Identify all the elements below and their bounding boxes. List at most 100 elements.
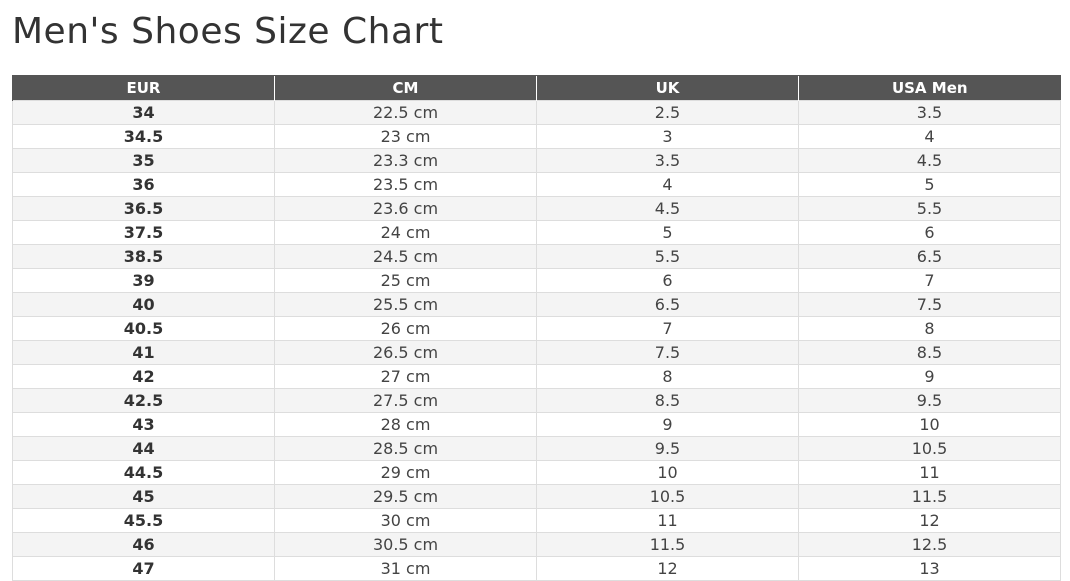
cell-usa-men: 5 [798, 172, 1061, 197]
cell-cm: 29.5 cm [274, 484, 537, 509]
cell-eur: 40.5 [12, 316, 275, 341]
cell-cm: 23.3 cm [274, 148, 537, 173]
cell-cm: 22.5 cm [274, 100, 537, 125]
cell-usa-men: 9 [798, 364, 1061, 389]
cell-usa-men: 6.5 [798, 244, 1061, 269]
cell-cm: 27.5 cm [274, 388, 537, 413]
table-row: 42.5 27.5 cm 8.5 9.5 [12, 388, 1061, 413]
cell-usa-men: 8 [798, 316, 1061, 341]
table-row: 34.5 23 cm 3 4 [12, 124, 1061, 149]
cell-usa-men: 3.5 [798, 100, 1061, 125]
table-row: 37.5 24 cm 5 6 [12, 220, 1061, 245]
table-row: 42 27 cm 8 9 [12, 364, 1061, 389]
cell-cm: 30.5 cm [274, 532, 537, 557]
cell-cm: 26 cm [274, 316, 537, 341]
column-header-eur: EUR [12, 75, 275, 101]
cell-eur: 35 [12, 148, 275, 173]
cell-usa-men: 13 [798, 556, 1061, 581]
cell-uk: 11.5 [536, 532, 799, 557]
cell-uk: 4 [536, 172, 799, 197]
table-row: 46 30.5 cm 11.5 12.5 [12, 532, 1061, 557]
cell-usa-men: 10 [798, 412, 1061, 437]
cell-eur: 34.5 [12, 124, 275, 149]
cell-uk: 12 [536, 556, 799, 581]
cell-eur: 41 [12, 340, 275, 365]
cell-uk: 5.5 [536, 244, 799, 269]
cell-cm: 25.5 cm [274, 292, 537, 317]
table-row: 36.5 23.6 cm 4.5 5.5 [12, 196, 1061, 221]
cell-uk: 6.5 [536, 292, 799, 317]
cell-usa-men: 4 [798, 124, 1061, 149]
cell-cm: 27 cm [274, 364, 537, 389]
cell-uk: 8.5 [536, 388, 799, 413]
cell-usa-men: 8.5 [798, 340, 1061, 365]
cell-uk: 9.5 [536, 436, 799, 461]
cell-usa-men: 11.5 [798, 484, 1061, 509]
table-row: 47 31 cm 12 13 [12, 556, 1061, 581]
table-body: 34 22.5 cm 2.5 3.5 34.5 23 cm 3 4 35 23.3 cm 3.5 4.… [12, 100, 1061, 581]
column-header-cm: CM [274, 75, 537, 101]
cell-uk: 11 [536, 508, 799, 533]
table-row: 45.5 30 cm 11 12 [12, 508, 1061, 533]
cell-uk: 7.5 [536, 340, 799, 365]
cell-cm: 24 cm [274, 220, 537, 245]
table-row: 40.5 26 cm 7 8 [12, 316, 1061, 341]
cell-usa-men: 6 [798, 220, 1061, 245]
cell-cm: 23.5 cm [274, 172, 537, 197]
cell-usa-men: 7.5 [798, 292, 1061, 317]
table-row: 43 28 cm 9 10 [12, 412, 1061, 437]
cell-uk: 6 [536, 268, 799, 293]
column-header-uk: UK [536, 75, 799, 101]
cell-eur: 42 [12, 364, 275, 389]
cell-uk: 10.5 [536, 484, 799, 509]
cell-eur: 39 [12, 268, 275, 293]
cell-cm: 25 cm [274, 268, 537, 293]
cell-cm: 23.6 cm [274, 196, 537, 221]
cell-uk: 7 [536, 316, 799, 341]
table-row: 41 26.5 cm 7.5 8.5 [12, 340, 1061, 365]
table-row: 40 25.5 cm 6.5 7.5 [12, 292, 1061, 317]
cell-eur: 36.5 [12, 196, 275, 221]
cell-uk: 3 [536, 124, 799, 149]
cell-uk: 8 [536, 364, 799, 389]
cell-usa-men: 5.5 [798, 196, 1061, 221]
cell-eur: 42.5 [12, 388, 275, 413]
table-row: 39 25 cm 6 7 [12, 268, 1061, 293]
cell-cm: 30 cm [274, 508, 537, 533]
cell-uk: 3.5 [536, 148, 799, 173]
cell-usa-men: 12.5 [798, 532, 1061, 557]
column-header-usa-men: USA Men [798, 75, 1061, 101]
cell-uk: 9 [536, 412, 799, 437]
table-row: 34 22.5 cm 2.5 3.5 [12, 100, 1061, 125]
cell-eur: 44.5 [12, 460, 275, 485]
cell-usa-men: 12 [798, 508, 1061, 533]
cell-eur: 43 [12, 412, 275, 437]
table-row: 36 23.5 cm 4 5 [12, 172, 1061, 197]
cell-cm: 31 cm [274, 556, 537, 581]
cell-eur: 45 [12, 484, 275, 509]
cell-eur: 37.5 [12, 220, 275, 245]
table-row: 35 23.3 cm 3.5 4.5 [12, 148, 1061, 173]
cell-cm: 23 cm [274, 124, 537, 149]
cell-eur: 46 [12, 532, 275, 557]
cell-eur: 38.5 [12, 244, 275, 269]
cell-eur: 47 [12, 556, 275, 581]
size-chart-table: EUR CM UK USA Men 34 22.5 cm 2.5 3.5 34.5 23 … [12, 75, 1061, 581]
cell-usa-men: 4.5 [798, 148, 1061, 173]
table-row: 38.5 24.5 cm 5.5 6.5 [12, 244, 1061, 269]
cell-usa-men: 7 [798, 268, 1061, 293]
table-row: 44 28.5 cm 9.5 10.5 [12, 436, 1061, 461]
table-row: 45 29.5 cm 10.5 11.5 [12, 484, 1061, 509]
cell-cm: 29 cm [274, 460, 537, 485]
cell-usa-men: 9.5 [798, 388, 1061, 413]
cell-cm: 28 cm [274, 412, 537, 437]
table-row: 44.5 29 cm 10 11 [12, 460, 1061, 485]
cell-usa-men: 11 [798, 460, 1061, 485]
table-header-row: EUR CM UK USA Men [12, 75, 1061, 101]
cell-eur: 45.5 [12, 508, 275, 533]
cell-uk: 2.5 [536, 100, 799, 125]
cell-eur: 36 [12, 172, 275, 197]
cell-cm: 26.5 cm [274, 340, 537, 365]
cell-eur: 40 [12, 292, 275, 317]
cell-eur: 34 [12, 100, 275, 125]
